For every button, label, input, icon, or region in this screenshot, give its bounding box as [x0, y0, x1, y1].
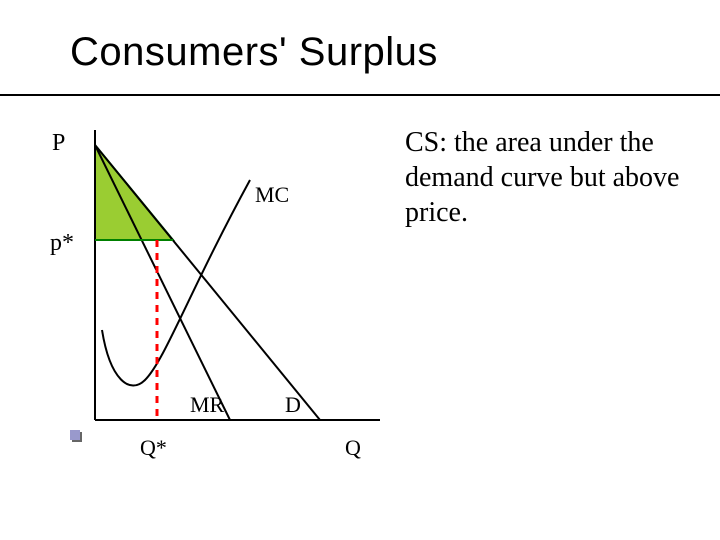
explanation-text: CS: the area under the demand curve but … — [405, 125, 705, 230]
label-q-star: Q* — [140, 435, 167, 460]
label-p-star: p* — [50, 230, 74, 256]
cs-diagram: Pp* MC MR D Q* Q — [40, 120, 400, 480]
label-p: P — [52, 130, 65, 156]
diagram-svg: Pp* MC MR D Q* Q — [40, 120, 400, 480]
bullet-icon — [70, 430, 80, 440]
label-mr: MR — [190, 392, 225, 417]
label-d: D — [285, 392, 301, 417]
label-mc: MC — [255, 182, 289, 207]
label-q: Q — [345, 435, 361, 460]
page-title: Consumers' Surplus — [70, 30, 438, 75]
mr-line — [95, 145, 230, 420]
slide: Consumers' Surplus CS: the area under th… — [0, 0, 720, 540]
title-underline — [0, 94, 720, 96]
